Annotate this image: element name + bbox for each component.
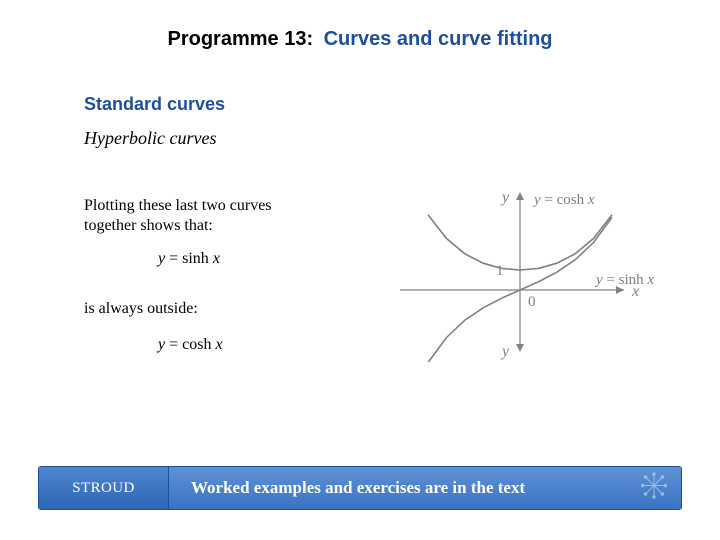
hyperbolic-curves-figure: 10xyyy = cosh xy = sinh x xyxy=(370,182,670,362)
svg-text:0: 0 xyxy=(528,294,536,310)
footer-bar: STROUD Worked examples and exercises are… xyxy=(38,466,682,510)
equation-sinh: y = sinh x xyxy=(158,250,220,268)
body-paragraph-1: Plotting these last two curves together … xyxy=(84,196,314,236)
programme-label: Programme 13: xyxy=(167,28,313,50)
svg-text:1: 1 xyxy=(496,263,504,279)
svg-text:y = sinh x: y = sinh x xyxy=(594,272,654,288)
section-heading: Standard curves xyxy=(84,94,225,115)
programme-title: Curves and curve fitting xyxy=(324,28,553,50)
svg-text:y: y xyxy=(500,343,510,360)
slide: Programme 13: Curves and curve fitting S… xyxy=(0,0,720,540)
body-paragraph-2: is always outside: xyxy=(84,300,198,318)
footer-note: Worked examples and exercises are in the… xyxy=(169,467,681,509)
header: Programme 13: Curves and curve fitting xyxy=(0,28,720,51)
footer-note-text: Worked examples and exercises are in the… xyxy=(191,478,525,498)
figure-svg: 10xyyy = cosh xy = sinh x xyxy=(370,182,670,362)
subsection-heading: Hyperbolic curves xyxy=(84,128,216,149)
svg-text:y: y xyxy=(500,189,510,206)
star-icon xyxy=(641,473,667,504)
footer-brand: STROUD xyxy=(39,467,169,509)
svg-text:y = cosh x: y = cosh x xyxy=(532,192,595,208)
equation-cosh: y = cosh x xyxy=(158,336,223,354)
